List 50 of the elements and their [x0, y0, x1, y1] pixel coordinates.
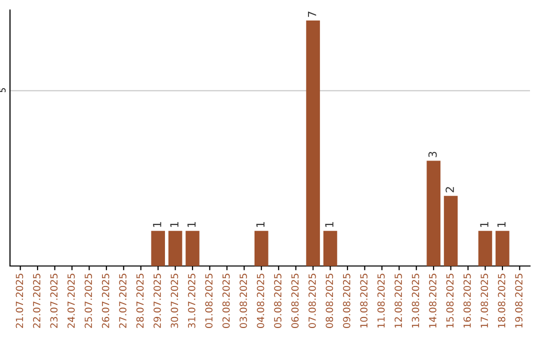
x-tick-label: 14.08.2025 — [429, 274, 436, 328]
x-tick-label: 04.08.2025 — [256, 274, 264, 328]
x-tick-label: 06.08.2025 — [291, 274, 299, 328]
data-label: 2 — [446, 187, 454, 192]
bar — [478, 230, 492, 266]
x-tick-label: 18.08.2025 — [498, 274, 506, 328]
bar — [426, 160, 440, 266]
x-tick-label: 22.07.2025 — [33, 274, 40, 328]
x-tick-label: 13.08.2025 — [412, 274, 420, 328]
x-tick-label: 08.08.2025 — [326, 274, 334, 328]
x-tick-label: 25.07.2025 — [84, 274, 92, 328]
bar — [323, 230, 338, 266]
data-label: 1 — [153, 222, 162, 227]
bar — [444, 196, 458, 266]
bar — [151, 230, 165, 266]
data-label: 1 — [256, 222, 264, 227]
x-tick-label: 29.07.2025 — [154, 274, 161, 328]
data-label: 1 — [497, 222, 506, 227]
x-tick-label: 01.08.2025 — [205, 274, 213, 328]
x-tick-label: 19.08.2025 — [515, 274, 522, 328]
x-tick-label: 26.07.2025 — [102, 274, 110, 328]
x-tick-label: 12.08.2025 — [394, 274, 402, 328]
data-label: 1 — [170, 222, 178, 227]
x-tick-label: 21.07.2025 — [16, 274, 24, 328]
bar — [306, 20, 320, 266]
x-tick-label: 15.08.2025 — [446, 274, 454, 328]
bar — [254, 230, 268, 266]
bar — [168, 230, 182, 266]
x-tick-label: 10.08.2025 — [360, 274, 368, 328]
x-tick-label: 16.08.2025 — [463, 274, 471, 328]
x-tick-label: 23.07.2025 — [50, 274, 58, 328]
data-label: 1 — [325, 222, 334, 227]
x-tick-label: 11.08.2025 — [377, 274, 385, 328]
data-label: 1 — [480, 222, 488, 227]
x-tick-label: 28.07.2025 — [136, 274, 144, 328]
bar — [186, 230, 200, 266]
x-tick-label: 07.08.2025 — [308, 274, 316, 328]
data-label: 1 — [187, 222, 196, 227]
x-tick-label: 17.08.2025 — [480, 274, 488, 328]
bar — [496, 230, 510, 266]
x-tick-label: 02.08.2025 — [222, 274, 230, 328]
x-tick-label: 05.08.2025 — [274, 274, 282, 328]
x-tick-label: 27.07.2025 — [119, 274, 126, 328]
x-tick-label: 24.07.2025 — [67, 274, 75, 328]
data-label: 3 — [428, 152, 437, 158]
x-tick-label: 03.08.2025 — [240, 274, 247, 328]
x-tick-label: 30.07.2025 — [170, 274, 178, 328]
data-label: 7 — [308, 12, 316, 17]
x-tick-label: 31.07.2025 — [188, 274, 196, 328]
x-tick-label: 09.08.2025 — [342, 274, 350, 328]
